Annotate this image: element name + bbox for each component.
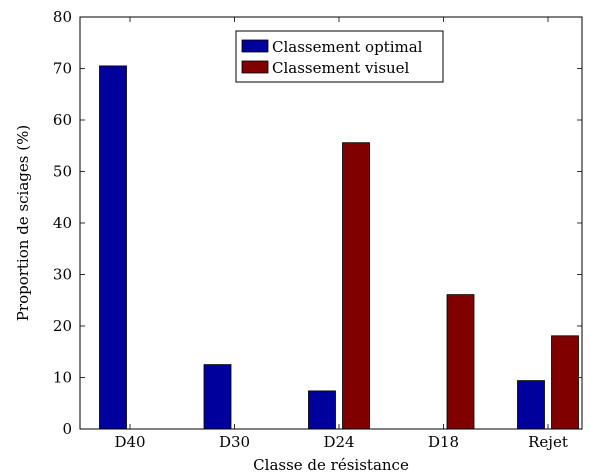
y-axis-title: Proportion de sciages (%) <box>14 125 32 321</box>
bar-optimal-d40 <box>99 65 127 430</box>
y-tick-label: 0 <box>62 420 72 438</box>
bar-visual-d18 <box>446 294 475 430</box>
y-tick-label: 20 <box>53 317 72 335</box>
legend-box <box>235 30 444 83</box>
x-tick-labels: D40 D30 D24 D18 Rejet <box>114 433 567 451</box>
axis-ticks <box>80 16 582 430</box>
y-tick-label: 10 <box>53 369 72 387</box>
y-tick-label: 80 <box>53 8 72 26</box>
legend-swatch-optimal <box>241 39 269 53</box>
y-tick-label: 30 <box>53 266 72 284</box>
legend: Classement optimal Classement visuel <box>235 30 444 83</box>
x-tick-label: D40 <box>114 433 145 451</box>
y-tick-label: 60 <box>53 111 72 129</box>
y-tick-label: 40 <box>53 214 72 232</box>
x-tick-label: D30 <box>219 433 250 451</box>
x-axis-title: Classe de résistance <box>253 456 409 474</box>
legend-label-optimal: Classement optimal <box>272 38 423 56</box>
bar-optimal-d24 <box>308 390 336 430</box>
y-tick-label: 50 <box>53 163 72 181</box>
y-tick-label: 70 <box>53 60 72 78</box>
y-tick-labels: 0 10 20 30 40 50 60 70 80 <box>53 8 72 438</box>
x-tick-label: D24 <box>323 433 354 451</box>
bar-optimal-d30 <box>203 364 232 430</box>
x-tick-label: Rejet <box>528 433 568 451</box>
x-tick-label: D18 <box>428 433 459 451</box>
bar-visual-rejet <box>551 335 579 430</box>
bar-optimal-rejet <box>517 380 545 430</box>
legend-swatch-visual <box>241 60 269 74</box>
bar-visual-d24 <box>342 142 370 430</box>
legend-label-visual: Classement visuel <box>272 59 410 77</box>
bars-layer <box>99 65 579 430</box>
